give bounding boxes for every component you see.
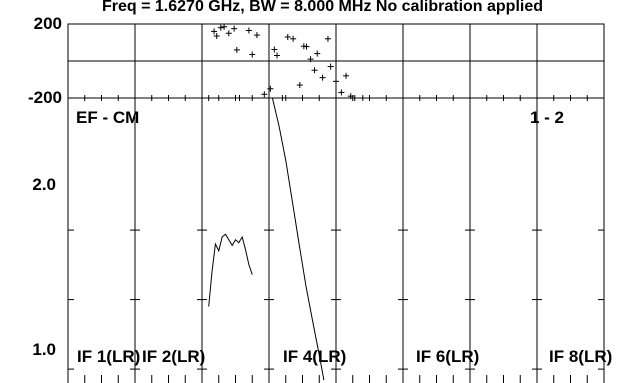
phase-point	[284, 33, 291, 40]
phase-point	[217, 24, 224, 31]
if-label-4: IF 4(LR)	[283, 347, 346, 366]
phase-ytick-top: 200	[34, 14, 62, 33]
phase-point	[319, 74, 326, 81]
phase-point	[303, 43, 310, 50]
amp-ytick-upper: 2.0	[32, 175, 56, 194]
phase-point	[327, 63, 334, 70]
phase-point	[343, 72, 350, 79]
if-label-8: IF 8(LR)	[549, 347, 612, 366]
polarization-label: 1 - 2	[530, 108, 564, 127]
phase-ytick-bottom: -200	[28, 88, 62, 107]
phase-point	[279, 95, 286, 101]
phase-point	[351, 95, 358, 101]
phase-point	[307, 56, 314, 63]
phase-point	[236, 95, 243, 101]
amplitude-line-2	[271, 97, 325, 381]
amplitude-line-1	[208, 233, 253, 307]
phase-point	[271, 46, 278, 53]
if-label-2: IF 2(LR)	[142, 347, 205, 366]
phase-point	[205, 95, 212, 101]
phase-point	[249, 51, 256, 58]
phase-point	[296, 82, 303, 89]
phase-point	[314, 50, 321, 57]
baseline-label: EF - CM	[76, 108, 139, 127]
phase-point	[225, 30, 232, 37]
phase-point	[290, 35, 297, 42]
phase-point	[231, 25, 238, 32]
phase-point	[261, 91, 268, 98]
phase-point	[274, 52, 281, 59]
if-label-1: IF 1(LR)	[77, 347, 140, 366]
phase-point	[233, 46, 240, 53]
phase-point	[311, 67, 318, 74]
header-text: Freq = 1.6270 GHz, BW = 8.000 MHz No cal…	[102, 0, 543, 15]
amp-ytick-lower: 1.0	[32, 340, 56, 359]
phase-point	[333, 78, 339, 85]
phase-point	[359, 95, 366, 101]
phase-point	[338, 89, 345, 96]
phase-point	[253, 32, 260, 39]
phase-point	[534, 95, 540, 101]
phase-point	[347, 93, 354, 100]
phase-point	[221, 23, 228, 30]
phase-point	[213, 33, 220, 40]
if-label-6: IF 6(LR)	[416, 347, 479, 366]
phase-point	[245, 27, 252, 34]
phase-point	[467, 95, 473, 101]
phase-point	[211, 28, 218, 35]
phase-point	[267, 85, 274, 92]
phase-point	[324, 35, 331, 42]
phase-point	[400, 95, 406, 101]
